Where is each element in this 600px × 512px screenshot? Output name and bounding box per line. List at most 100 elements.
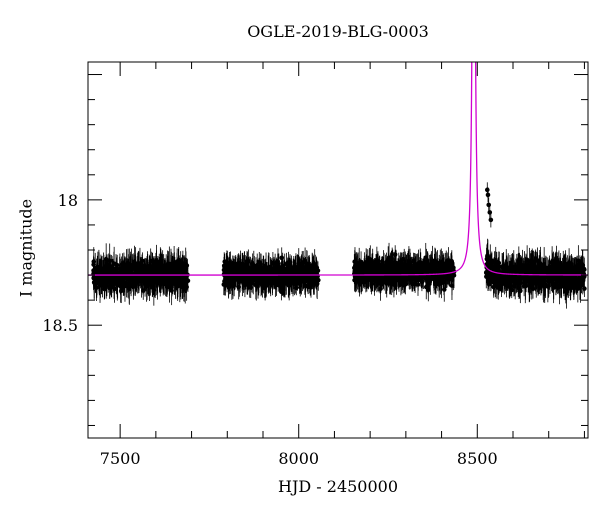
- data-point: [495, 285, 501, 290]
- data-point: [528, 274, 533, 280]
- data-point: [502, 281, 507, 286]
- data-point: [182, 284, 188, 289]
- data-point: [148, 258, 153, 264]
- data-point: [272, 279, 278, 285]
- model-curve: [88, 62, 588, 276]
- data-point: [263, 268, 268, 274]
- data-point: [582, 286, 587, 291]
- plot-frame: [87, 61, 589, 439]
- data-point: [257, 264, 262, 270]
- data-point: [550, 259, 555, 264]
- data-point: [508, 279, 514, 285]
- data-point: [498, 276, 503, 281]
- data-point: [389, 270, 395, 276]
- data-point: [488, 217, 494, 223]
- data-point: [91, 275, 96, 281]
- data-point: [127, 286, 132, 292]
- data-point: [572, 274, 577, 280]
- data-point: [538, 277, 544, 282]
- x-tick-label: 8500: [457, 449, 498, 468]
- data-point: [529, 260, 535, 265]
- data-point: [536, 261, 542, 267]
- data-point: [449, 283, 455, 288]
- data-point: [293, 280, 298, 285]
- data-point: [428, 265, 434, 271]
- data-point: [222, 265, 227, 270]
- data-point: [485, 254, 490, 259]
- data-point: [545, 284, 551, 289]
- data-point: [288, 269, 294, 275]
- data-point: [535, 280, 540, 286]
- data-point: [284, 268, 290, 273]
- data-point: [279, 255, 285, 261]
- data-point: [392, 263, 398, 269]
- data-point: [180, 261, 186, 267]
- data-point: [315, 268, 321, 273]
- data-point: [581, 267, 587, 272]
- data-point: [484, 187, 490, 193]
- data-point: [148, 276, 153, 281]
- data-point: [416, 260, 421, 266]
- data-layer: [88, 62, 588, 309]
- data-point: [271, 269, 276, 274]
- data-point: [161, 278, 166, 284]
- data-point: [551, 280, 556, 286]
- data-point: [297, 280, 303, 285]
- data-point: [248, 285, 254, 290]
- data-point: [369, 261, 375, 266]
- data-point: [167, 276, 172, 281]
- data-point: [281, 279, 287, 285]
- data-point: [260, 265, 266, 271]
- data-point: [398, 269, 403, 275]
- data-point: [487, 210, 493, 215]
- data-point: [541, 261, 547, 267]
- data-point: [528, 280, 534, 285]
- data-point: [267, 280, 273, 286]
- data-point: [388, 278, 393, 283]
- x-tick-label: 8000: [278, 449, 319, 468]
- data-point: [119, 275, 124, 281]
- data-point: [183, 265, 189, 271]
- data-point: [150, 264, 155, 270]
- data-point: [374, 260, 380, 266]
- data-point: [266, 268, 272, 274]
- data-point: [105, 278, 111, 283]
- data-point: [139, 269, 145, 275]
- data-point: [301, 268, 307, 274]
- data-point: [140, 288, 146, 293]
- data-point: [145, 264, 150, 270]
- data-point: [385, 258, 391, 263]
- data-point: [227, 268, 232, 274]
- data-point: [300, 260, 306, 265]
- data-point: [144, 270, 150, 276]
- data-point: [295, 265, 301, 270]
- data-point: [378, 281, 384, 287]
- data-point: [230, 283, 236, 289]
- x-axis-label: HJD - 2450000: [277, 477, 399, 496]
- data-point: [153, 268, 158, 273]
- data-point: [486, 202, 492, 208]
- data-point: [124, 281, 129, 286]
- data-point: [248, 266, 253, 271]
- data-point: [433, 281, 439, 287]
- data-point: [275, 261, 281, 266]
- y-tick-label: 18: [58, 191, 78, 210]
- data-point: [131, 281, 136, 287]
- data-point: [129, 263, 134, 268]
- data-point: [523, 283, 528, 288]
- data-point: [441, 263, 447, 269]
- data-point: [241, 263, 246, 268]
- data-point: [423, 284, 429, 290]
- data-point: [155, 280, 161, 286]
- data-point: [419, 274, 425, 280]
- data-point: [106, 271, 112, 277]
- data-point: [304, 277, 310, 282]
- data-point: [224, 277, 229, 282]
- data-point: [276, 269, 282, 275]
- data-point: [507, 275, 513, 281]
- data-point: [508, 264, 514, 270]
- data-point: [489, 265, 494, 271]
- data-point: [438, 266, 443, 271]
